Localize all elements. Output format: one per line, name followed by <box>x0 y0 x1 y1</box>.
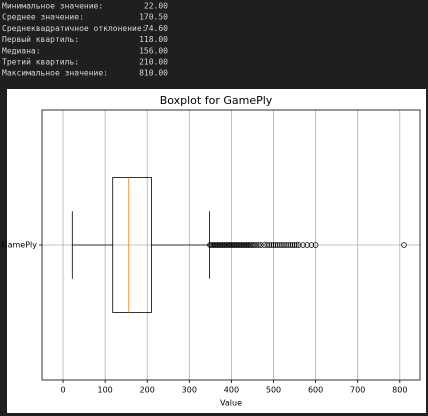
flier <box>256 242 262 248</box>
x-tick-label: 0 <box>60 386 65 395</box>
flier <box>277 242 283 248</box>
stat-value: 156.00 <box>139 46 168 55</box>
stat-label: Среднеквадратичное отклонение: <box>2 24 147 33</box>
flier <box>300 242 306 248</box>
stat-label: Минимальное значение: <box>2 2 103 11</box>
x-axis-label: Value <box>220 399 242 408</box>
flier <box>279 242 285 248</box>
flier <box>252 242 258 248</box>
flier <box>274 242 281 248</box>
flier <box>293 242 300 248</box>
flier <box>272 242 279 248</box>
x-tick-label: 400 <box>224 386 239 395</box>
chart-background <box>7 89 426 413</box>
flier <box>250 242 257 248</box>
flier <box>266 242 273 248</box>
flier <box>308 242 315 248</box>
flier <box>296 242 302 248</box>
x-tick-label: 600 <box>308 386 323 395</box>
x-tick-label: 200 <box>140 386 155 395</box>
stat-value: 210.00 <box>139 58 168 67</box>
flier <box>401 242 407 248</box>
flier <box>268 242 275 248</box>
stat-value: 170.50 <box>139 13 168 22</box>
stat-value: 810.00 <box>139 69 168 78</box>
flier <box>291 242 298 248</box>
x-tick-label: 500 <box>266 386 281 395</box>
flier <box>283 242 289 248</box>
y-tick-label: GamePly <box>1 241 37 250</box>
flier <box>281 242 287 248</box>
x-tick-label: 700 <box>350 386 365 395</box>
stat-value: 22.00 <box>144 2 168 11</box>
stat-label: Максимальное значение: <box>2 69 108 78</box>
flier <box>312 242 319 248</box>
flier <box>289 242 296 248</box>
plot-frame <box>41 109 421 381</box>
x-tick-label: 800 <box>392 386 407 395</box>
x-tick-label: 100 <box>97 386 112 395</box>
x-tick-label: 300 <box>182 386 197 395</box>
flier <box>270 242 277 248</box>
stat-label: Третий квартиль: <box>2 58 79 67</box>
stat-value: 118.00 <box>139 35 168 44</box>
flier <box>287 242 294 248</box>
chart-title: Boxplot for GamePly <box>160 94 273 107</box>
stat-label: Среднее значение: <box>2 13 84 22</box>
box <box>112 177 152 313</box>
flier <box>253 242 260 248</box>
flier <box>304 242 310 248</box>
flier <box>258 242 264 248</box>
flier <box>285 242 291 248</box>
stat-value: 74.60 <box>144 24 168 33</box>
stat-label: Медиана: <box>2 46 41 55</box>
stat-label: Первый квартиль: <box>2 35 79 44</box>
flier <box>264 242 270 248</box>
